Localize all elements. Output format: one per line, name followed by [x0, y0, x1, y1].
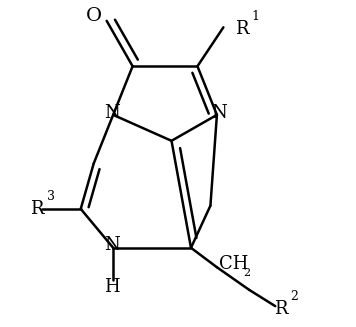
Text: R: R — [235, 20, 248, 38]
Text: N: N — [104, 236, 119, 254]
Text: R: R — [31, 200, 44, 218]
Text: O: O — [86, 7, 102, 25]
Text: N: N — [211, 104, 226, 122]
Text: 3: 3 — [47, 190, 55, 203]
Text: 2: 2 — [243, 268, 250, 278]
Text: 1: 1 — [252, 10, 260, 23]
Text: H: H — [104, 278, 119, 296]
Text: N: N — [104, 104, 119, 122]
Text: 2: 2 — [290, 290, 298, 303]
Text: CH: CH — [219, 255, 248, 273]
Text: R: R — [274, 300, 287, 318]
